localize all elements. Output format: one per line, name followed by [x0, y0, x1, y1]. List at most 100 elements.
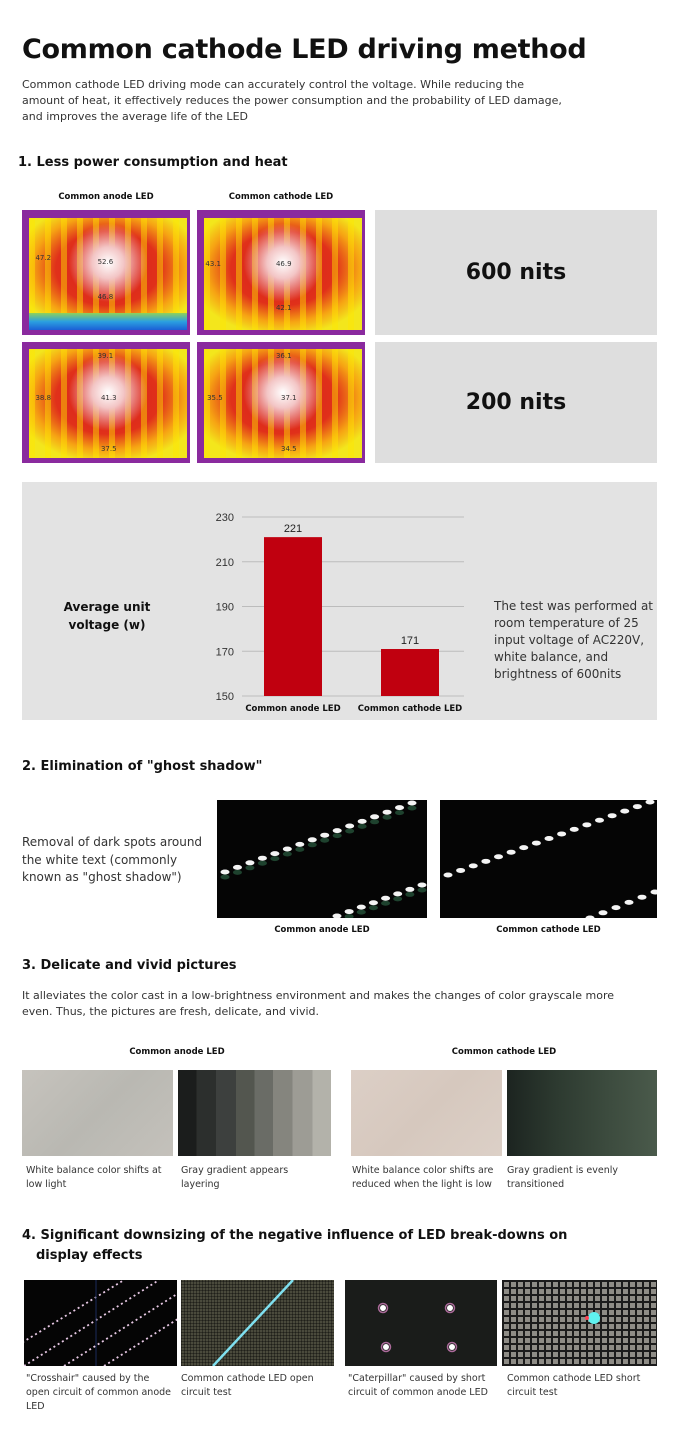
led-dot [357, 818, 367, 824]
page-title: Common cathode LED driving method [22, 34, 587, 65]
led-dot [344, 909, 354, 915]
col-label-cathode: Common cathode LED [228, 192, 334, 202]
led-dot [531, 840, 541, 846]
caption: White balance color shifts at low light [26, 1165, 162, 1190]
y-tick-label: 150 [216, 691, 234, 703]
reading: 52.6 [97, 257, 114, 266]
caption: Common anode LED [274, 925, 370, 935]
thermal-image-anode-200: 39.1 38.8 41.3 37.5 [22, 342, 190, 463]
led-dot [282, 846, 292, 852]
led-dot [468, 863, 478, 869]
y-tick-label: 170 [216, 646, 234, 658]
white-balance-cathode-image [351, 1070, 502, 1156]
led-dot [345, 823, 355, 829]
reading: 42.1 [275, 303, 292, 312]
led-dot [456, 867, 466, 873]
gray-gradient-cathode-image [507, 1070, 657, 1156]
section1-heading: 1. Less power consumption and heat [18, 155, 288, 170]
reading: 35.5 [207, 394, 223, 403]
brightness-label-600: 600 nits [375, 210, 657, 335]
led-dot [544, 836, 554, 841]
reading: 34.5 [281, 444, 297, 453]
intro-text: Common cathode LED driving mode can accu… [22, 78, 562, 123]
led-dot [395, 805, 405, 811]
data-label: 171 [401, 635, 419, 647]
y-tick-label: 190 [216, 602, 234, 614]
thermal-image-cathode-600: 46.9 43.1 42.1 [197, 210, 365, 335]
led-dot [382, 809, 392, 815]
caterpillar-anode-image [345, 1280, 497, 1366]
section2-heading: 2. Elimination of "ghost shadow" [22, 759, 263, 774]
reading: 37.1 [281, 394, 297, 403]
led-dot [557, 831, 567, 837]
chart-ylabel: Average unit voltage (w) [63, 600, 151, 632]
voltage-bar-chart: 150 170 190 210 230 221 Common anode LED 171 Com… [216, 512, 464, 714]
ghost-shadow-anode-image [217, 800, 427, 918]
caption: Gray gradient is evenly transitioned [507, 1165, 618, 1190]
led-dot [506, 849, 516, 855]
chart-note: The test was performed at room temperatu… [494, 599, 654, 681]
led-dot [519, 845, 529, 851]
reading: 46.9 [275, 260, 292, 268]
led-dot [295, 841, 305, 847]
reading: 46.8 [97, 292, 114, 301]
section4-heading-line2: display effects [36, 1248, 143, 1263]
led-dot [356, 904, 366, 910]
led-dot [307, 837, 317, 843]
x-tick-label: Common anode LED [245, 704, 340, 714]
caption: Common cathode LED short circuit test [507, 1373, 641, 1398]
data-label: 221 [284, 523, 302, 535]
y-tick-label: 210 [216, 557, 234, 569]
caption: White balance color shifts are reduced w… [352, 1165, 494, 1190]
led-dot [624, 899, 634, 905]
y-tick-label: 230 [216, 512, 234, 524]
led-dot [595, 817, 604, 823]
short-circuit-cathode-image [502, 1280, 657, 1366]
reading: 38.8 [35, 394, 52, 403]
section3-heading: 3. Delicate and vivid pictures [22, 958, 237, 973]
ghost-shadow-cathode-image [440, 800, 657, 918]
led-dot [443, 872, 453, 878]
led-dot [232, 864, 242, 870]
led-dot [607, 813, 617, 819]
thermal-image-anode-600: 52.6 47.2 46.8 [22, 210, 190, 335]
reading: 36.1 [275, 351, 292, 360]
led-dot [637, 894, 647, 900]
group-label-cathode: Common cathode LED [451, 1047, 557, 1057]
gray-gradient-anode-image [178, 1070, 331, 1156]
reading: 47.2 [35, 253, 52, 262]
led-dot [332, 828, 342, 834]
led-dot [405, 886, 415, 892]
bar [264, 537, 322, 696]
led-dot [320, 832, 330, 838]
bar [381, 649, 439, 696]
led-dot [598, 910, 608, 916]
led-dot [220, 869, 230, 875]
reading: 37.5 [100, 444, 117, 453]
caption: Common cathode LED open circuit test [181, 1373, 314, 1398]
led-dot [332, 913, 342, 918]
led-dot [582, 822, 592, 828]
led-dot [381, 895, 391, 901]
reading: 43.1 [205, 260, 221, 268]
led-dot [370, 814, 380, 820]
caption: "Crosshair" caused by the open circuit o… [26, 1373, 172, 1412]
led-dot [368, 900, 378, 906]
section2-text: Removal of dark spots around the white t… [22, 835, 203, 884]
reading: 41.3 [100, 394, 117, 403]
led-dot [393, 891, 403, 897]
thermal-image-cathode-200: 36.1 35.5 37.1 34.5 [197, 342, 365, 463]
led-dot [257, 855, 267, 861]
led-dot [270, 851, 280, 857]
led-dot [245, 860, 255, 866]
led-dot [645, 800, 655, 805]
caption: "Caterpillar" caused by short circuit of… [348, 1373, 488, 1398]
group-label-anode: Common anode LED [129, 1047, 225, 1057]
chart-panel: Average unit voltage (w) 150 170 190 210 230… [22, 482, 657, 720]
led-dot [632, 804, 642, 810]
led-dot [494, 854, 503, 860]
led-dot [585, 915, 595, 918]
caption: Common cathode LED [496, 925, 601, 935]
led-dot [569, 826, 579, 832]
